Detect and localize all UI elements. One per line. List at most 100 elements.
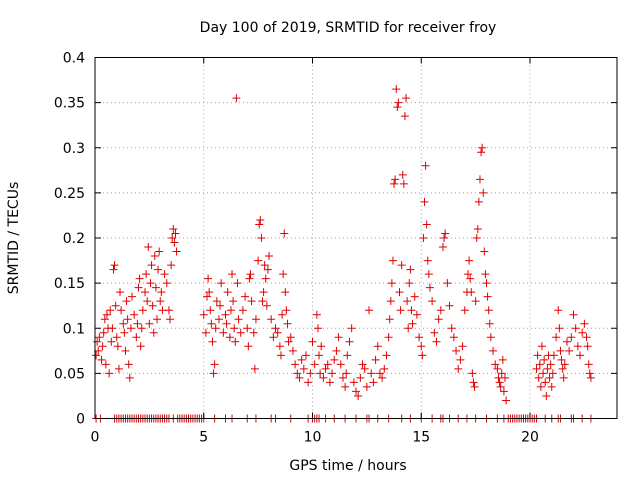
data-point — [221, 310, 230, 319]
data-point — [170, 238, 179, 247]
data-point — [147, 261, 156, 270]
data-point — [247, 297, 256, 306]
data-point — [375, 369, 384, 378]
data-point — [484, 306, 493, 315]
data-point — [369, 378, 378, 387]
data-point — [232, 94, 241, 103]
data-point — [306, 369, 315, 378]
data-point — [141, 288, 150, 297]
data-point — [338, 373, 347, 382]
data-point — [539, 369, 548, 378]
data-point — [142, 270, 151, 279]
data-point — [573, 342, 582, 351]
data-point — [105, 369, 114, 378]
data-point — [208, 337, 217, 346]
data-point — [110, 261, 119, 270]
data-point — [332, 346, 341, 355]
data-point — [108, 324, 117, 333]
data-point — [123, 315, 132, 324]
data-point — [373, 342, 382, 351]
data-point — [436, 306, 445, 315]
data-point — [92, 351, 101, 360]
data-point — [162, 279, 171, 288]
data-point — [250, 364, 259, 373]
data-point — [251, 315, 260, 324]
data-point — [410, 292, 419, 301]
data-point — [495, 378, 504, 387]
data-point — [571, 324, 580, 333]
data-point — [403, 297, 412, 306]
data-point — [124, 360, 133, 369]
data-point — [536, 382, 545, 391]
data-point — [101, 360, 110, 369]
data-point — [150, 252, 159, 261]
data-point — [316, 369, 325, 378]
data-point — [418, 351, 427, 360]
data-point — [404, 324, 413, 333]
x-tick-label: 5 — [199, 430, 208, 446]
data-point — [301, 351, 310, 360]
data-point — [555, 324, 564, 333]
data-point — [319, 373, 328, 382]
y-axis-label: SRMTID / TECUs — [6, 182, 22, 295]
data-point — [267, 315, 276, 324]
data-point — [454, 364, 463, 373]
data-point — [434, 315, 443, 324]
data-point — [385, 315, 394, 324]
data-point — [371, 355, 380, 364]
data-point — [164, 306, 173, 315]
data-point — [201, 328, 210, 337]
data-point — [398, 170, 407, 179]
data-point — [204, 274, 213, 283]
data-point — [157, 288, 166, 297]
data-point — [578, 328, 587, 337]
data-point — [330, 355, 339, 364]
data-point — [222, 319, 231, 328]
y-tick-label: 0.2 — [63, 231, 85, 247]
data-point — [258, 297, 267, 306]
data-point — [106, 306, 115, 315]
data-point — [336, 360, 345, 369]
data-point — [402, 94, 411, 103]
data-point — [93, 337, 102, 346]
data-point — [310, 360, 319, 369]
y-tick-label: 0.1 — [63, 321, 85, 337]
data-point — [111, 301, 120, 310]
data-point — [542, 391, 551, 400]
data-point — [502, 396, 511, 405]
data-point — [228, 270, 237, 279]
data-point — [273, 328, 282, 337]
data-point — [145, 319, 154, 328]
data-point — [254, 256, 263, 265]
data-point — [226, 306, 235, 315]
x-axis-label: GPS time / hours — [289, 458, 406, 474]
data-point — [117, 306, 126, 315]
data-point — [231, 337, 240, 346]
data-point — [562, 337, 571, 346]
data-point — [136, 342, 145, 351]
data-point — [384, 333, 393, 342]
data-point — [151, 283, 160, 292]
data-point — [466, 274, 475, 283]
data-point — [473, 224, 482, 233]
data-point — [392, 85, 401, 94]
data-point — [149, 328, 158, 337]
data-point — [478, 143, 487, 152]
data-point — [421, 161, 430, 170]
data-point — [554, 306, 563, 315]
data-point — [171, 229, 180, 238]
y-tick-label: 0.3 — [63, 141, 85, 157]
data-point — [489, 346, 498, 355]
data-point — [148, 301, 157, 310]
data-point — [262, 301, 271, 310]
x-tick-label: 10 — [304, 430, 322, 446]
data-point — [548, 369, 557, 378]
data-point — [100, 315, 109, 324]
data-point — [317, 342, 326, 351]
data-point — [154, 265, 163, 274]
data-point — [278, 310, 287, 319]
data-point — [479, 188, 488, 197]
data-point — [425, 283, 434, 292]
data-point — [468, 369, 477, 378]
